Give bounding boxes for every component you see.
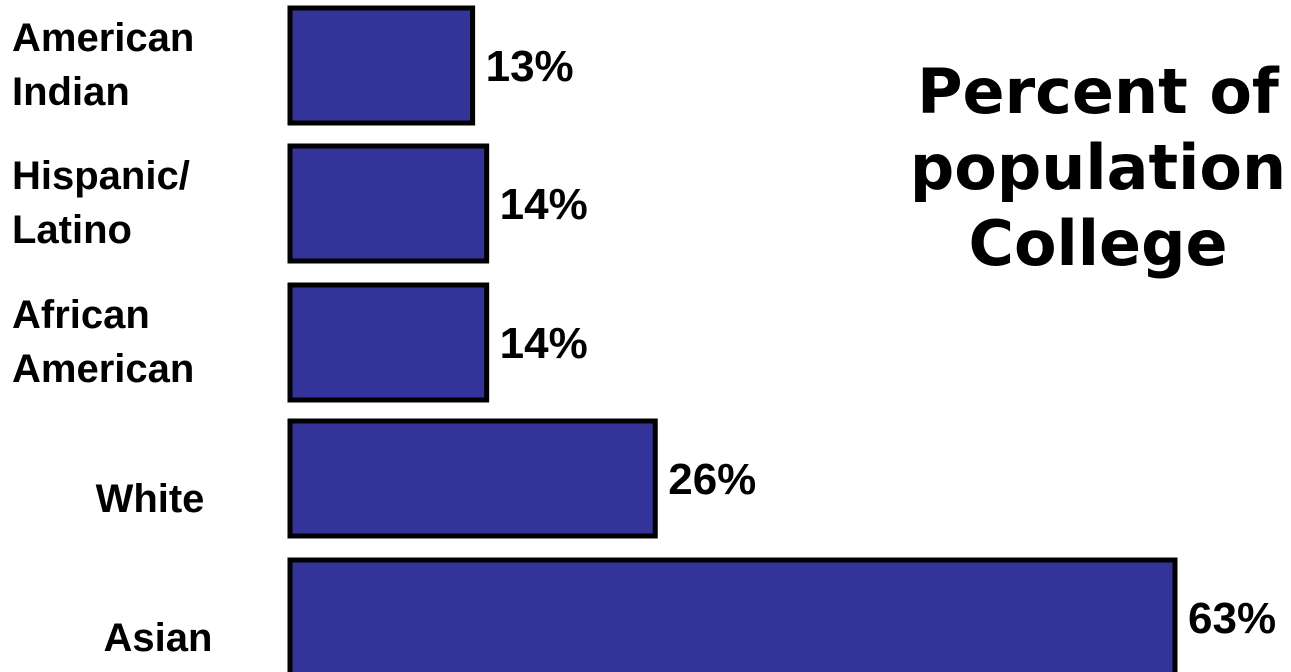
category-label: American Indian	[12, 16, 194, 114]
category-label: Hispanic/Latino	[12, 154, 190, 252]
svg-text:Asian: Asian	[104, 616, 213, 660]
bars	[287, 5, 1178, 672]
svg-text:Indian: Indian	[12, 70, 130, 114]
category-label: Asian	[104, 616, 213, 660]
bar	[287, 418, 658, 539]
value-label: 26%	[668, 455, 756, 504]
svg-text:Hispanic/: Hispanic/	[12, 154, 190, 198]
bar	[287, 143, 490, 264]
category-labels: American Indian Hispanic/Latino African Amer…	[12, 16, 212, 660]
chart-title-line: Percent of	[917, 55, 1280, 128]
value-label: 13%	[486, 42, 574, 91]
chart-title-line: College	[968, 207, 1227, 280]
value-label: 14%	[500, 180, 588, 229]
value-label: 14%	[500, 319, 588, 368]
bar	[287, 5, 476, 126]
chart-title-line: population	[910, 131, 1286, 204]
value-labels: 13% 14% 14% 26% 63%	[486, 42, 1276, 643]
svg-text:American: American	[12, 347, 194, 391]
svg-text:American: American	[12, 16, 194, 60]
bar	[287, 282, 490, 403]
category-label: African American	[12, 293, 194, 391]
svg-text:White: White	[96, 477, 205, 521]
value-label: 63%	[1188, 594, 1276, 643]
svg-text:African: African	[12, 293, 150, 337]
category-label: White	[96, 477, 205, 521]
bar	[287, 557, 1178, 672]
svg-text:Latino: Latino	[12, 208, 132, 252]
